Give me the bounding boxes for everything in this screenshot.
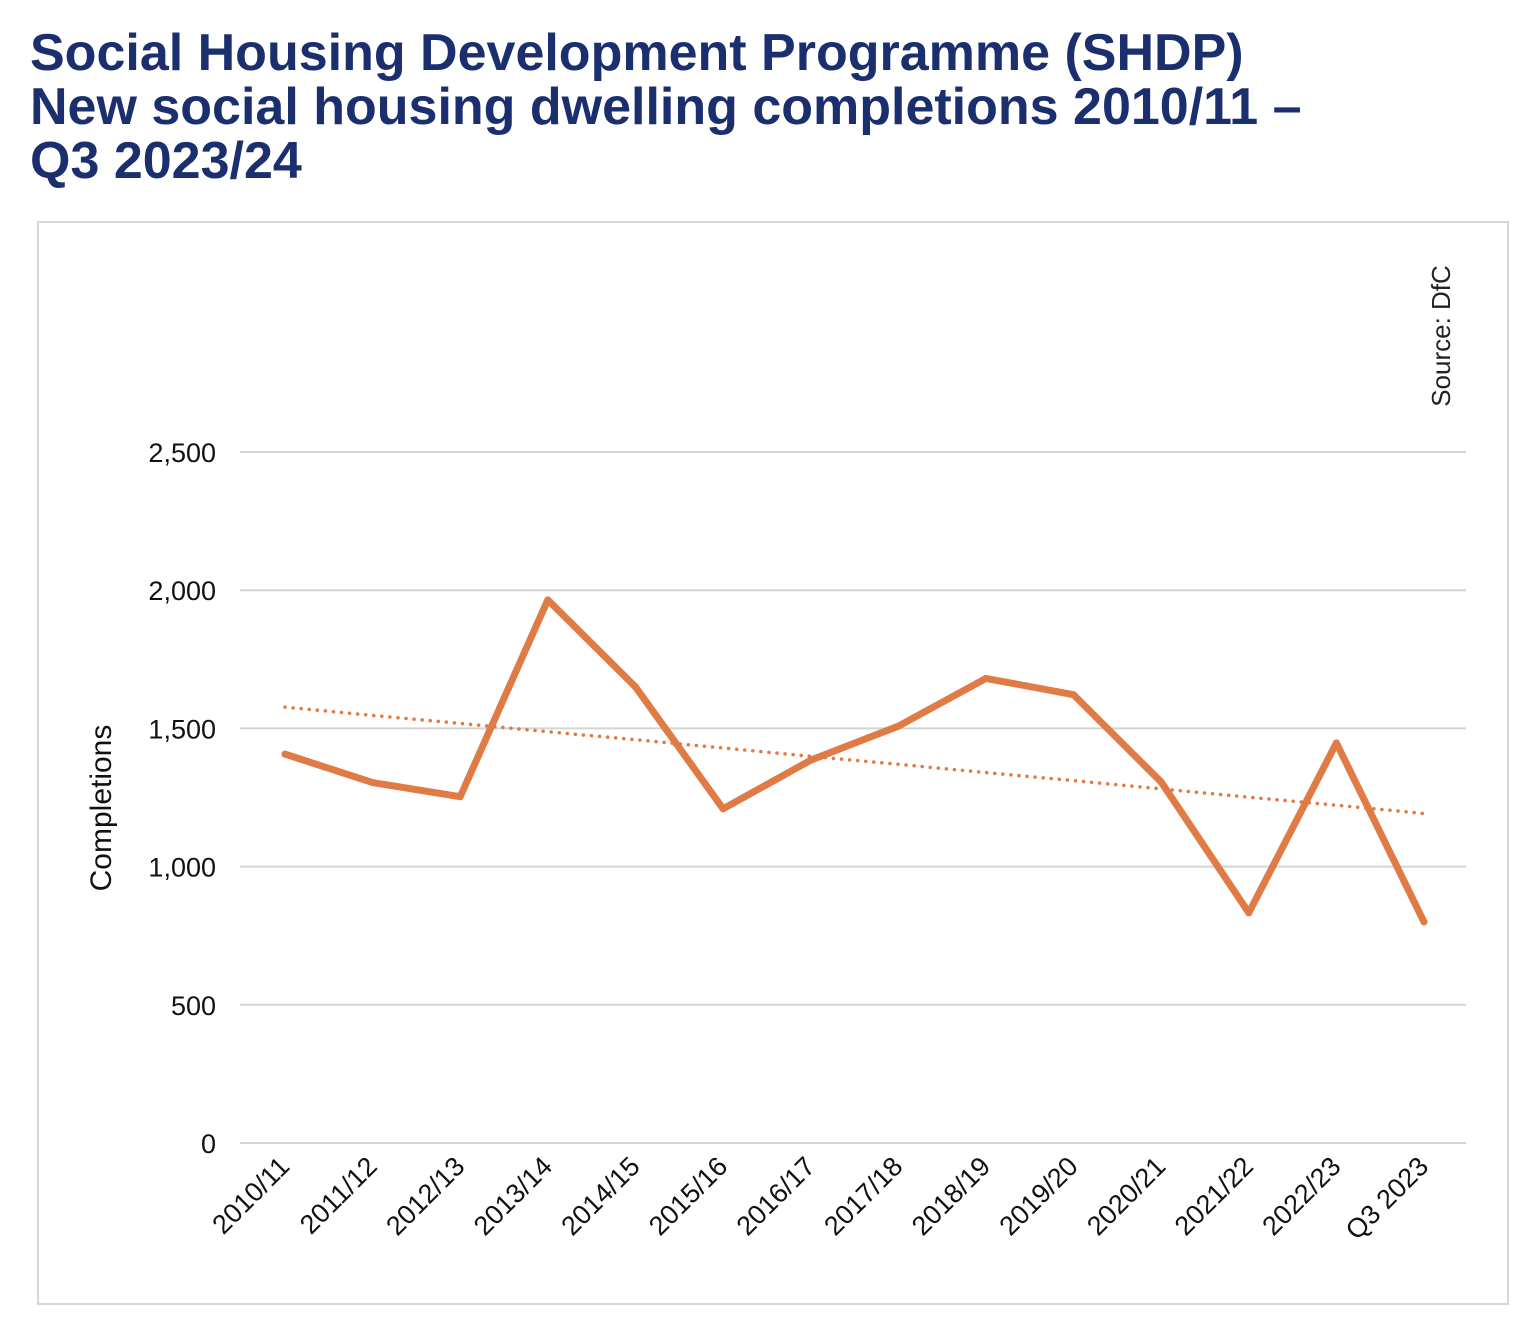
data-point (1420, 918, 1428, 926)
data-point (1157, 778, 1165, 786)
series (281, 596, 1428, 926)
x-tick-label: 2021/22 (1169, 1151, 1259, 1241)
data-point (807, 756, 815, 764)
data-point (369, 779, 377, 787)
source-note: Source: DfC (1426, 265, 1456, 407)
x-tick-label: 2018/19 (906, 1151, 996, 1241)
x-tick-label: 2013/14 (468, 1151, 558, 1241)
x-tick-label: 2020/21 (1081, 1151, 1171, 1241)
y-tick-label: 1,000 (148, 853, 216, 883)
y-axis-ticks: 0 500 1,000 1,500 2,000 2,500 (148, 438, 216, 1159)
y-axis-title: Completions (85, 725, 118, 892)
chart-title-line-3: Q3 2023/24 (30, 132, 302, 190)
x-axis-ticks: 2010/112011/122012/132013/142014/152015/… (206, 1151, 1434, 1245)
data-point (1245, 909, 1253, 917)
chart-title: Social Housing Development Programme (SH… (30, 26, 1520, 188)
data-point (281, 750, 289, 758)
x-tick-label: 2019/20 (994, 1151, 1084, 1241)
y-tick-label: 2,500 (148, 438, 216, 468)
x-tick-label: 2022/23 (1256, 1151, 1346, 1241)
data-point (719, 805, 727, 813)
data-point (1332, 739, 1340, 747)
x-tick-label: 2014/15 (555, 1151, 645, 1241)
data-point (456, 793, 464, 801)
data-point (544, 596, 552, 604)
x-tick-label: 2017/18 (818, 1151, 908, 1241)
x-tick-label: 2010/11 (206, 1151, 295, 1240)
x-tick-label: 2015/16 (643, 1151, 733, 1241)
data-point (1070, 691, 1078, 699)
gridlines (240, 451, 1466, 1144)
x-tick-label: 2016/17 (731, 1151, 821, 1241)
series-line (281, 596, 1428, 926)
y-tick-label: 1,500 (148, 714, 216, 744)
data-point (894, 722, 902, 730)
y-tick-label: 500 (171, 991, 216, 1021)
y-tick-label: 0 (201, 1129, 216, 1159)
y-tick-label: 2,000 (148, 576, 216, 606)
chart-title-line-1: Social Housing Development Programme (SH… (30, 24, 1244, 82)
x-tick-label: 2012/13 (380, 1151, 470, 1241)
chart-frame (37, 221, 1509, 1305)
data-point (982, 674, 990, 682)
data-point (631, 683, 639, 691)
x-tick-label: Q3 2023 (1340, 1151, 1434, 1245)
chart-title-line-2: New social housing dwelling completions … (30, 78, 1302, 136)
x-tick-label: 2011/12 (294, 1151, 383, 1240)
